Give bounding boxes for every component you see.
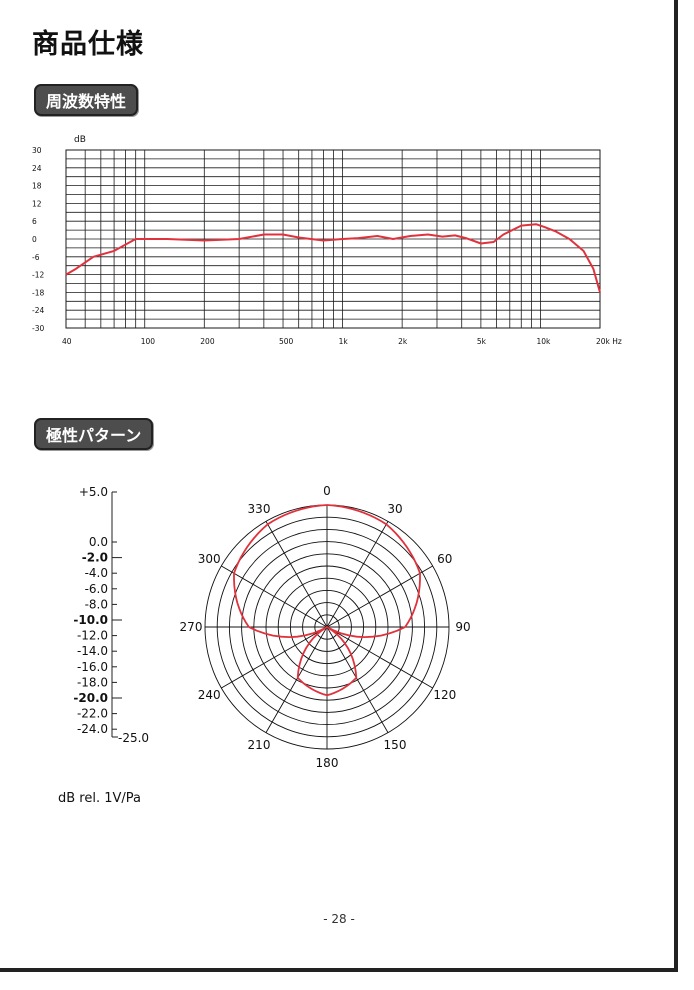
- frequency-response-curve: [65, 223, 601, 293]
- scale-label: -10.0: [73, 613, 108, 627]
- angle-label: 300: [198, 552, 221, 566]
- angle-label: 210: [248, 738, 271, 752]
- x-tick-label: 500: [279, 337, 294, 346]
- angle-label: 0: [323, 484, 331, 498]
- frequency-response-chart: dB 30 24 18 12 6 0 -6 -12 -18 -24 -30 40 100 200 500 1k 2…: [32, 135, 622, 346]
- x-tick-label: 1k: [339, 337, 349, 346]
- y-tick-label: -18: [32, 288, 44, 297]
- scale-label: -6.0: [85, 582, 108, 596]
- x-tick-label: 100: [141, 337, 156, 346]
- y-tick-label: 6: [32, 217, 37, 226]
- angle-label: 60: [437, 552, 452, 566]
- frequency-response-heading: 周波数特性: [34, 84, 139, 116]
- x-tick-label: 5k: [477, 337, 487, 346]
- x-tick-label: 2k: [398, 337, 408, 346]
- angle-label: 90: [455, 620, 470, 634]
- scale-label: -16.0: [77, 660, 108, 674]
- scale-label: -12.0: [77, 629, 108, 643]
- polar-pattern-curve: [233, 504, 421, 697]
- scale-label: -24.0: [77, 722, 108, 736]
- scale-end-label: -25.0: [118, 731, 149, 745]
- y-tick-label: 24: [32, 164, 42, 173]
- angle-label: 240: [198, 688, 221, 702]
- angle-label: 270: [180, 620, 203, 634]
- scale-label: +5.0: [79, 485, 108, 499]
- scale-label: -14.0: [77, 644, 108, 658]
- scale-label: -4.0: [85, 566, 108, 580]
- y-tick-label: 30: [32, 146, 42, 155]
- y-axis-label: dB: [74, 135, 86, 145]
- y-tick-label: 18: [32, 182, 42, 191]
- x-tick-label: 20k Hz: [596, 337, 622, 346]
- y-tick-label: -24: [32, 306, 44, 315]
- x-tick-label: 40: [62, 337, 72, 346]
- angle-label: 330: [248, 502, 271, 516]
- y-tick-label: -30: [32, 324, 44, 333]
- page-title: 商品仕様: [32, 29, 144, 60]
- scale-label: -18.0: [77, 675, 108, 689]
- y-tick-label: -12: [32, 271, 44, 280]
- scale-label: -2.0: [82, 551, 108, 565]
- y-tick-label: 12: [32, 199, 42, 208]
- scale-label: -20.0: [73, 691, 108, 705]
- scale-label: -8.0: [85, 597, 108, 611]
- angle-label: 120: [433, 688, 456, 702]
- angle-label: 30: [387, 502, 402, 516]
- y-tick-label: 0: [32, 235, 37, 244]
- angle-label: 180: [316, 756, 339, 770]
- scale-label: -22.0: [77, 707, 108, 721]
- angle-label: 150: [384, 738, 407, 752]
- x-tick-label: 200: [200, 337, 215, 346]
- scale-label: 0.0: [89, 535, 108, 549]
- unit-label: dB rel. 1V/Pa: [58, 791, 141, 806]
- x-tick-label: 10k: [536, 337, 551, 346]
- page-frame: [0, 0, 678, 972]
- y-tick-label: -6: [32, 253, 40, 262]
- plot-border: [65, 149, 601, 329]
- page-number: - 28 -: [323, 912, 355, 926]
- polar-pattern-chart: +5.0 0.0 -2.0-4.0 -6.0-8.0 -10.0 -12.0-14.0 -1…: [58, 484, 471, 806]
- polar-pattern-heading: 極性パターン: [34, 418, 154, 450]
